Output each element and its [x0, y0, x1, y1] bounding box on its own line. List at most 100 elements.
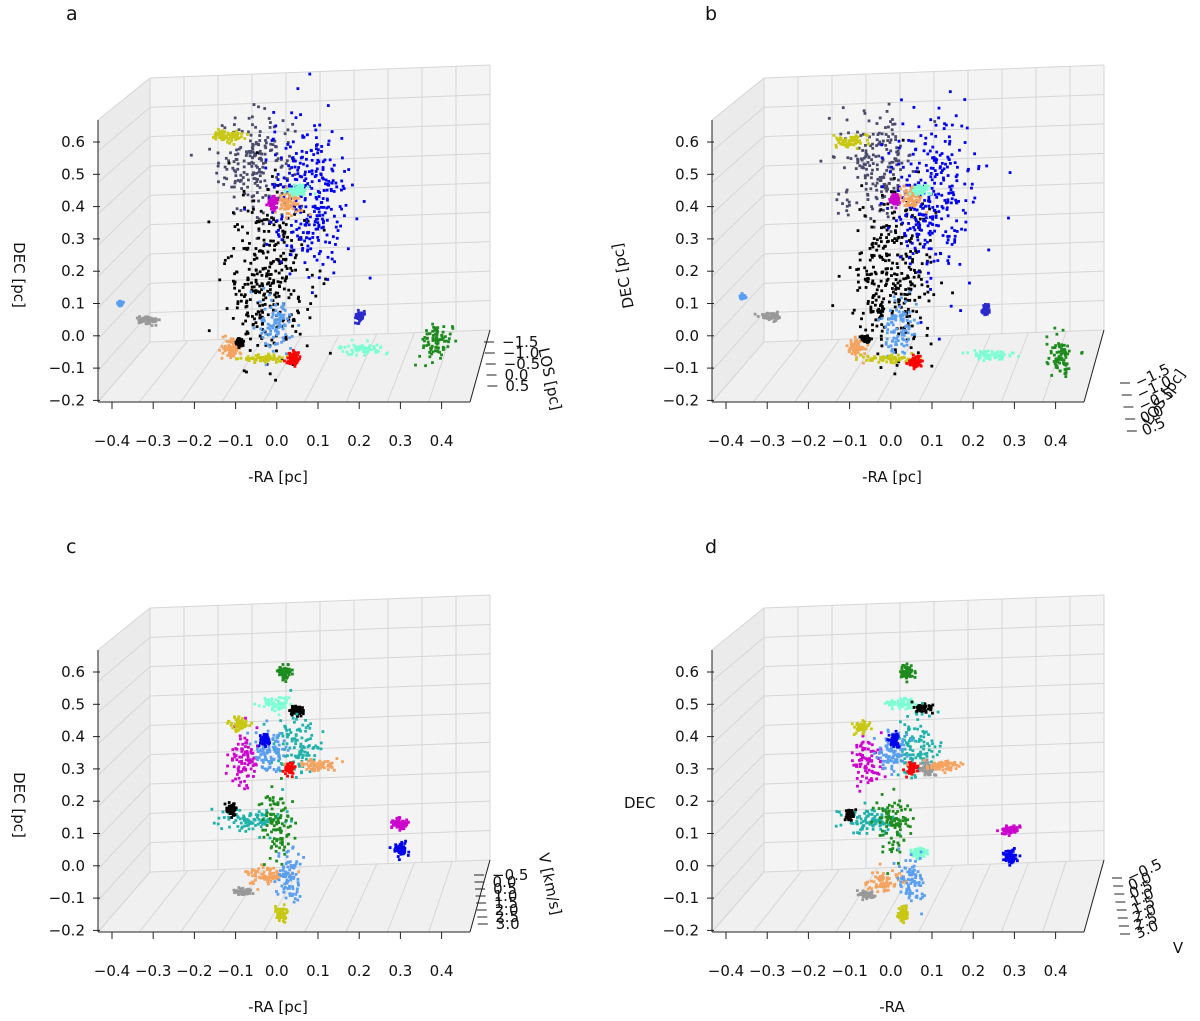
data-point — [335, 757, 339, 760]
data-point — [265, 741, 269, 745]
data-point — [267, 281, 271, 285]
data-point — [275, 206, 278, 209]
data-point — [362, 200, 366, 203]
data-point — [869, 144, 872, 148]
data-point — [874, 298, 878, 302]
data-point — [272, 239, 275, 243]
data-point — [895, 202, 898, 206]
data-point — [934, 123, 938, 127]
data-point — [276, 357, 280, 361]
z-tick-label: −0.5 — [504, 355, 540, 373]
data-point — [257, 310, 261, 314]
data-point — [308, 192, 312, 196]
data-point — [283, 671, 287, 675]
data-point — [290, 190, 294, 194]
data-point — [955, 201, 958, 205]
data-point — [268, 741, 272, 745]
data-point — [290, 817, 294, 821]
data-point — [905, 254, 909, 258]
data-point — [252, 868, 256, 872]
grid-line — [763, 270, 1105, 284]
data-point — [264, 344, 268, 347]
data-point — [846, 156, 850, 160]
data-point — [360, 345, 364, 349]
data-point — [243, 736, 247, 740]
data-point — [834, 143, 838, 147]
data-point — [280, 276, 284, 280]
x-tick-label: −0.1 — [217, 962, 253, 980]
data-point — [298, 332, 302, 336]
data-point — [264, 819, 267, 823]
data-point — [776, 317, 780, 320]
data-point — [909, 250, 912, 253]
data-point — [277, 321, 281, 325]
data-point — [292, 360, 296, 364]
data-point — [914, 271, 917, 274]
data-point — [913, 332, 917, 336]
data-point — [151, 317, 155, 321]
data-point — [943, 199, 947, 202]
data-point — [874, 242, 878, 245]
data-point — [277, 670, 281, 673]
data-point — [344, 203, 348, 207]
data-point — [924, 216, 928, 220]
data-point — [244, 150, 248, 154]
data-point — [258, 139, 262, 142]
data-point — [894, 343, 898, 347]
data-point — [885, 240, 889, 244]
data-point — [890, 330, 893, 334]
data-point — [863, 176, 867, 180]
data-point — [319, 205, 323, 209]
data-point — [904, 312, 907, 316]
data-point — [270, 148, 274, 152]
data-point — [221, 351, 225, 355]
data-point — [892, 241, 896, 244]
data-point — [288, 171, 291, 175]
data-point — [283, 706, 287, 710]
data-point — [885, 169, 889, 172]
data-point — [873, 303, 877, 307]
data-point — [287, 192, 290, 195]
data-point — [310, 169, 314, 173]
data-point — [884, 282, 888, 286]
data-point — [236, 302, 240, 306]
z-axis-line — [1083, 329, 1105, 403]
data-point — [925, 280, 929, 284]
data-point — [860, 184, 864, 188]
data-point — [435, 334, 439, 338]
data-point — [913, 183, 917, 187]
data-point — [291, 140, 295, 144]
data-point — [275, 333, 279, 337]
z-tick-label: 0.5 — [505, 377, 529, 395]
data-point — [233, 755, 237, 759]
data-point — [898, 284, 902, 287]
data-point — [246, 763, 250, 767]
data-point — [897, 287, 900, 290]
data-point — [279, 359, 283, 363]
data-point — [306, 724, 310, 728]
data-point — [268, 284, 272, 288]
data-point — [891, 361, 895, 365]
data-point — [918, 226, 922, 230]
data-point — [299, 742, 303, 746]
cluster — [265, 194, 279, 213]
data-point — [236, 728, 240, 732]
data-point — [839, 137, 843, 140]
data-point — [887, 125, 890, 129]
cluster — [275, 663, 294, 683]
data-point — [888, 197, 892, 201]
data-point — [844, 190, 848, 194]
data-point — [247, 745, 250, 749]
data-point — [904, 261, 908, 265]
data-point — [894, 206, 898, 210]
data-point — [241, 344, 245, 347]
data-point — [275, 175, 279, 179]
data-point — [880, 300, 884, 304]
data-point — [978, 354, 982, 358]
data-point — [248, 742, 252, 746]
data-point — [284, 669, 288, 672]
data-point — [275, 361, 278, 364]
data-point — [282, 702, 285, 706]
data-point — [292, 158, 296, 161]
data-point — [234, 813, 238, 816]
